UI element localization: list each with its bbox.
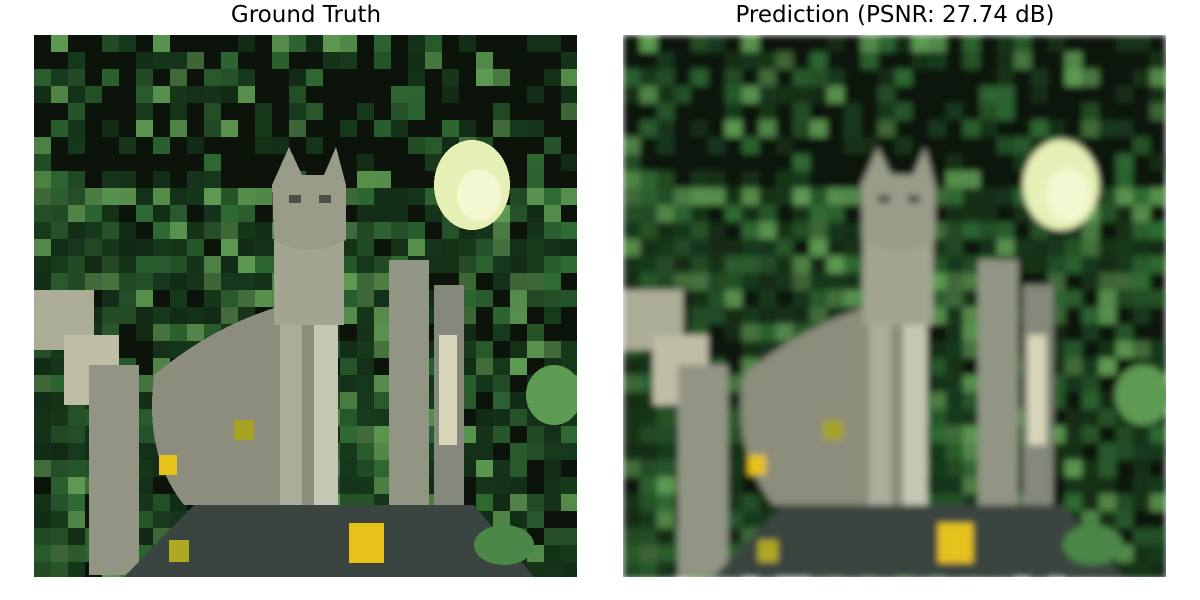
yellow-flower — [349, 523, 384, 563]
scene-layer — [34, 35, 577, 577]
fence-post — [978, 260, 1018, 510]
ground-trough — [124, 505, 534, 577]
ground-truth-panel: Ground Truth — [34, 0, 578, 600]
yellow-flower — [169, 540, 189, 562]
yellow-flower — [823, 420, 843, 440]
ground-truth-image — [34, 35, 577, 577]
prediction-image — [623, 35, 1166, 577]
yellow-flower — [938, 523, 973, 563]
ground-truth-image-frame — [34, 35, 577, 577]
ground-trough — [713, 505, 1123, 577]
cat-leg — [903, 325, 927, 505]
prediction-image-frame — [623, 35, 1166, 577]
green-leaves — [526, 365, 577, 425]
yellow-flower — [758, 540, 778, 562]
cat-leg — [280, 325, 302, 505]
scene-layer — [623, 35, 1166, 577]
green-leaves — [1115, 365, 1166, 425]
cat-leg — [869, 325, 891, 505]
prediction-panel: Prediction (PSNR: 27.74 dB) — [623, 0, 1167, 600]
cat-head — [861, 147, 935, 250]
prediction-title: Prediction (PSNR: 27.74 dB) — [735, 2, 1055, 28]
cat-leg — [314, 325, 338, 505]
yellow-flower — [234, 420, 254, 440]
yellow-flower — [748, 455, 766, 475]
ground-truth-title: Ground Truth — [230, 2, 382, 28]
fence-post — [389, 260, 429, 510]
yellow-flower — [159, 455, 177, 475]
cat-head — [272, 147, 346, 250]
